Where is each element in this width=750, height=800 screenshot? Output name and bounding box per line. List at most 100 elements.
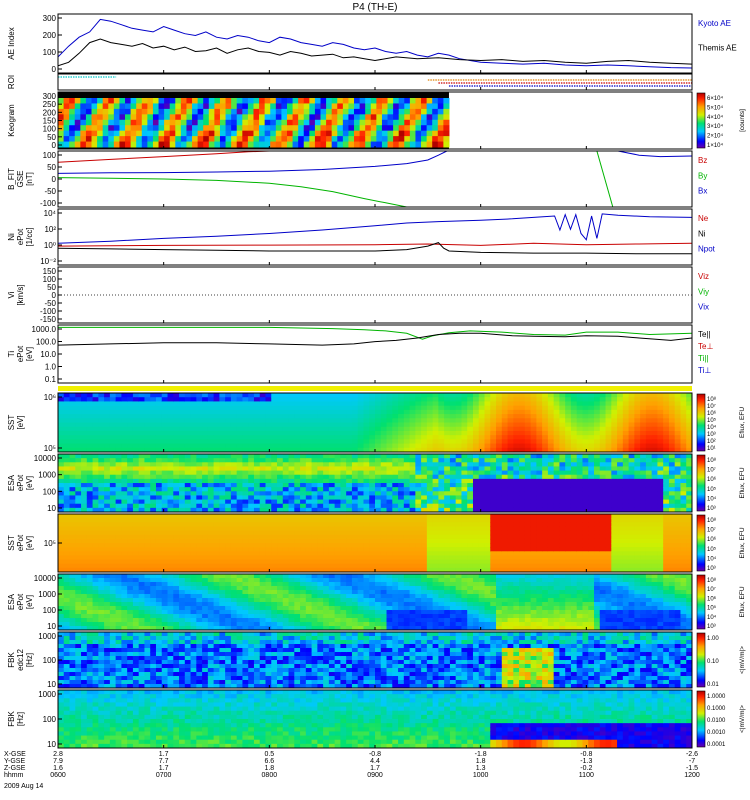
spectrogram-cell: [253, 503, 261, 509]
keogram-cell: [309, 98, 316, 104]
spectrogram-cell: [121, 547, 128, 552]
spectrogram-cell: [484, 443, 491, 449]
spectrogram-cell: [127, 478, 134, 484]
spectrogram-cell: [651, 487, 659, 492]
keogram-cell: [69, 98, 76, 104]
spectrogram-cell: [317, 458, 324, 463]
spectrogram-cell: [150, 474, 157, 480]
keogram-cell: [247, 130, 254, 137]
spectrogram-cell: [628, 478, 635, 484]
keogram-cell: [74, 125, 81, 132]
spectrogram-cell: [611, 418, 618, 424]
spectrogram-cell: [259, 435, 267, 440]
spectrogram-cell: [686, 422, 692, 428]
spectrogram-cell: [323, 503, 330, 509]
keogram-cell: [264, 119, 271, 126]
spectrogram-cell: [219, 555, 226, 561]
spectrogram-cell: [386, 530, 393, 536]
spectrogram-cell: [605, 478, 612, 484]
spectrogram-cell: [449, 454, 457, 459]
spectrogram-cell: [472, 462, 480, 468]
spectrogram-cell: [207, 491, 215, 497]
spectrogram-cell: [173, 393, 180, 398]
spectrogram-cell: [403, 487, 411, 492]
panel-content-density: [58, 212, 692, 255]
spectrogram-cell: [501, 462, 509, 468]
spectrogram-cell: [58, 405, 65, 411]
spectrogram-cell: [657, 435, 664, 440]
spectrogram-cell: [668, 454, 676, 459]
spectrogram-cell: [242, 499, 249, 505]
spectrogram-cell: [351, 507, 359, 512]
spectrogram-cell: [444, 439, 451, 445]
keogram-cell: [387, 141, 394, 148]
spectrogram-cell: [426, 526, 434, 532]
spectrogram-cell: [357, 555, 365, 561]
spectrogram-cell: [265, 563, 272, 569]
spectrogram-cell: [75, 414, 82, 419]
keogram-cell: [298, 119, 305, 126]
spectrogram-cell: [144, 405, 151, 411]
spectrogram-cell: [311, 559, 318, 565]
spectrogram-cell: [132, 458, 140, 463]
spectrogram-cell: [484, 426, 491, 432]
series-line-ti: [58, 326, 692, 340]
spectrogram-cell: [236, 430, 244, 436]
spectrogram-cell: [242, 458, 249, 463]
spectrogram-cell: [115, 430, 122, 436]
spectrogram-cell: [259, 397, 267, 403]
spectrogram-cell: [259, 547, 267, 552]
spectrogram-cell: [640, 397, 647, 403]
spectrogram-cell: [657, 454, 664, 459]
spectrogram-cell: [588, 447, 595, 452]
spectrogram-cell: [570, 409, 578, 415]
spectrogram-cell: [248, 507, 255, 512]
spectrogram-cell: [409, 454, 416, 459]
keogram-cell: [231, 114, 238, 121]
spectrogram-cell: [415, 567, 422, 572]
spectrogram-cell: [323, 474, 330, 480]
spectrogram-cell: [271, 567, 278, 572]
spectrogram-cell: [622, 507, 630, 512]
spectrogram-cell: [346, 393, 353, 398]
keogram-cell: [342, 125, 349, 132]
spectrogram-cell: [594, 426, 601, 432]
spectrogram-cell: [277, 435, 284, 440]
spectrogram-cell: [311, 435, 318, 440]
spectrogram-cell: [553, 409, 561, 415]
spectrogram-cell: [213, 514, 220, 519]
spectrogram-cell: [421, 555, 428, 561]
spectrogram-cell: [496, 397, 503, 403]
spectrogram-cell: [242, 530, 249, 536]
spectrogram-cell: [530, 418, 537, 424]
spectrogram-cell: [645, 483, 653, 488]
spectrogram-cell: [311, 563, 318, 569]
spectrogram-cell: [536, 443, 543, 449]
spectrogram-cell: [294, 447, 301, 452]
spectrogram-cell: [398, 466, 405, 472]
keogram-cell: [169, 114, 176, 121]
spectrogram-cell: [570, 414, 578, 419]
spectrogram-cell: [127, 555, 134, 561]
spectrogram-cell: [334, 397, 342, 403]
spectrogram-cell: [484, 447, 491, 452]
spectrogram-cell: [323, 518, 330, 523]
keogram-cell: [119, 119, 126, 126]
keogram-cell: [314, 141, 322, 148]
spectrogram-cell: [351, 462, 359, 468]
spectrogram-cell: [490, 478, 497, 484]
spectrogram-cell: [375, 397, 382, 403]
y-tick-label: 10⁵: [44, 444, 56, 453]
spectrogram-cell: [576, 487, 584, 492]
spectrogram-cell: [121, 466, 128, 472]
keogram-cell: [58, 103, 65, 110]
spectrogram-cell: [668, 483, 676, 488]
spectrogram-cell: [588, 418, 595, 424]
spectrogram-cell: [294, 435, 301, 440]
spectrogram-cell: [81, 418, 88, 424]
keogram-cell: [214, 125, 221, 132]
spectrogram-cell: [305, 426, 313, 432]
spectrogram-cell: [570, 430, 578, 436]
spectrogram-cell: [242, 483, 249, 488]
keogram-cell: [387, 103, 394, 110]
